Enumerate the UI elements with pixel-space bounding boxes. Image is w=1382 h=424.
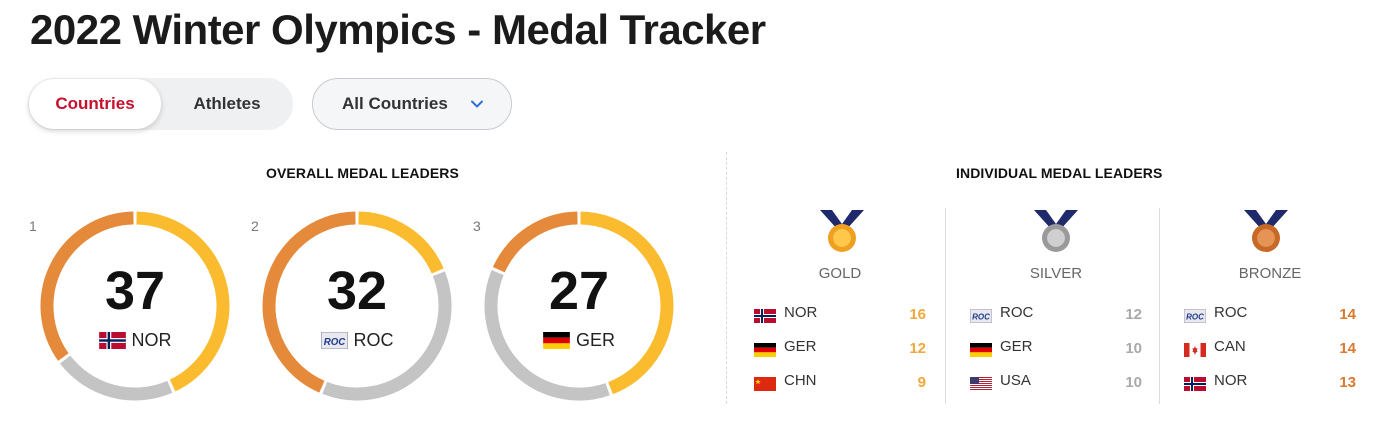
medal-leader-row[interactable]: GER 12	[754, 338, 926, 360]
individual-leaders-title: INDIVIDUAL MEDAL LEADERS	[956, 165, 1163, 181]
leader-rank: 1	[29, 218, 37, 234]
medal-count: 12	[909, 340, 926, 357]
medal-type-label: GOLD	[818, 265, 862, 282]
flag-norway-icon	[754, 309, 776, 323]
flag-germany-icon	[970, 343, 992, 357]
leader-total: 27	[548, 261, 610, 321]
gold-arc	[136, 211, 230, 392]
leader-rank: 3	[473, 218, 481, 234]
medal-count: 12	[1125, 306, 1142, 323]
medal-count: 10	[1125, 340, 1142, 357]
overall-leaders-title: OVERALL MEDAL LEADERS	[266, 165, 459, 181]
column-divider	[945, 208, 946, 404]
flag-canada-icon	[1184, 343, 1206, 357]
medal-count: 9	[917, 374, 926, 391]
country-code: NOR	[1214, 372, 1248, 389]
medal-leader-row[interactable]: CHN 9	[754, 372, 926, 394]
leader-country-code: NOR	[131, 329, 172, 350]
medal-count: 13	[1339, 374, 1356, 391]
medal-count: 16	[909, 306, 926, 323]
flag-usa-icon	[970, 377, 992, 391]
leader-country: GER	[481, 329, 677, 351]
svg-text:ROC: ROC	[1186, 313, 1204, 322]
medal-leader-row[interactable]: CAN 14	[1184, 338, 1356, 360]
leader-rank: 2	[251, 218, 259, 234]
silver-arc	[322, 271, 452, 401]
country-code: CAN	[1214, 338, 1246, 355]
flag-norway-icon	[98, 331, 126, 349]
leader-country-code: GER	[575, 329, 615, 350]
silver-arc	[484, 270, 610, 401]
page-title: 2022 Winter Olympics - Medal Tracker	[30, 6, 766, 53]
athletes-tab[interactable]: Athletes	[193, 94, 261, 113]
country-filter-dropdown[interactable]: All Countries	[312, 78, 512, 130]
country-code: GER	[1000, 338, 1033, 355]
country-code: USA	[1000, 372, 1031, 389]
leader-total: 37	[104, 261, 166, 321]
bronze-arc	[492, 211, 578, 273]
medal-leader-row[interactable]: NOR 13	[1184, 372, 1356, 394]
silver-column: SILVER ROC ROC 12 GER 10 USA 10	[970, 208, 1142, 404]
silver-medal-icon	[1034, 210, 1078, 252]
silver-arc	[60, 355, 173, 401]
flag-china-icon	[754, 377, 776, 391]
svg-text:ROC: ROC	[972, 313, 990, 322]
bronze-column: BRONZE ROC ROC 14 CAN 14 NOR 13	[1184, 208, 1356, 404]
medal-count: 14	[1339, 340, 1356, 357]
bronze-medal-icon	[1244, 210, 1288, 252]
medal-leader-row[interactable]: ROC ROC 14	[1184, 304, 1356, 326]
bronze-arc	[40, 211, 134, 361]
leader-country-code: ROC	[353, 329, 394, 350]
leader-country: ROC ROC	[259, 329, 455, 351]
country-code: GER	[784, 338, 817, 355]
svg-text:ROC: ROC	[323, 337, 346, 348]
leader-country: NOR	[37, 329, 233, 351]
leader-card[interactable]: 3 27 GER	[473, 208, 677, 404]
medal-count: 14	[1339, 306, 1356, 323]
country-filter-label: All Countries	[342, 94, 448, 113]
medal-leader-row[interactable]: USA 10	[970, 372, 1142, 394]
column-divider	[1159, 208, 1160, 404]
countries-tab[interactable]: Countries	[29, 79, 161, 129]
medal-leader-row[interactable]: ROC ROC 12	[970, 304, 1142, 326]
flag-germany-icon	[754, 343, 776, 357]
section-divider	[726, 152, 727, 404]
flag-roc-icon: ROC	[320, 331, 348, 349]
flag-germany-icon	[543, 331, 570, 349]
medal-ring-chart	[262, 211, 452, 401]
medal-type-label: BRONZE	[1238, 265, 1302, 282]
gold-arc	[580, 211, 674, 395]
country-code: ROC	[1214, 304, 1248, 321]
medal-ring-chart	[484, 211, 674, 401]
leader-card[interactable]: 2 32 ROC ROC	[251, 208, 455, 404]
gold-arc	[358, 211, 444, 274]
chevron-down-icon	[471, 100, 483, 108]
view-toggle: Countries Athletes	[28, 78, 293, 130]
country-code: CHN	[784, 372, 817, 389]
medal-leader-row[interactable]: NOR 16	[754, 304, 926, 326]
country-code: ROC	[1000, 304, 1034, 321]
medal-count: 10	[1125, 374, 1142, 391]
bronze-arc	[262, 211, 356, 393]
gold-medal-icon	[820, 210, 864, 252]
medal-ring-chart	[40, 211, 230, 401]
leader-total: 32	[326, 261, 388, 321]
flag-norway-icon	[1184, 377, 1206, 391]
gold-column: GOLD NOR 16 GER 12 CHN 9	[754, 208, 926, 404]
medal-type-label: SILVER	[1029, 265, 1083, 282]
flag-roc-icon: ROC	[970, 309, 992, 323]
flag-roc-icon: ROC	[1184, 309, 1206, 323]
leader-card[interactable]: 1 37 NOR	[29, 208, 233, 404]
country-code: NOR	[784, 304, 818, 321]
medal-leader-row[interactable]: GER 10	[970, 338, 1142, 360]
